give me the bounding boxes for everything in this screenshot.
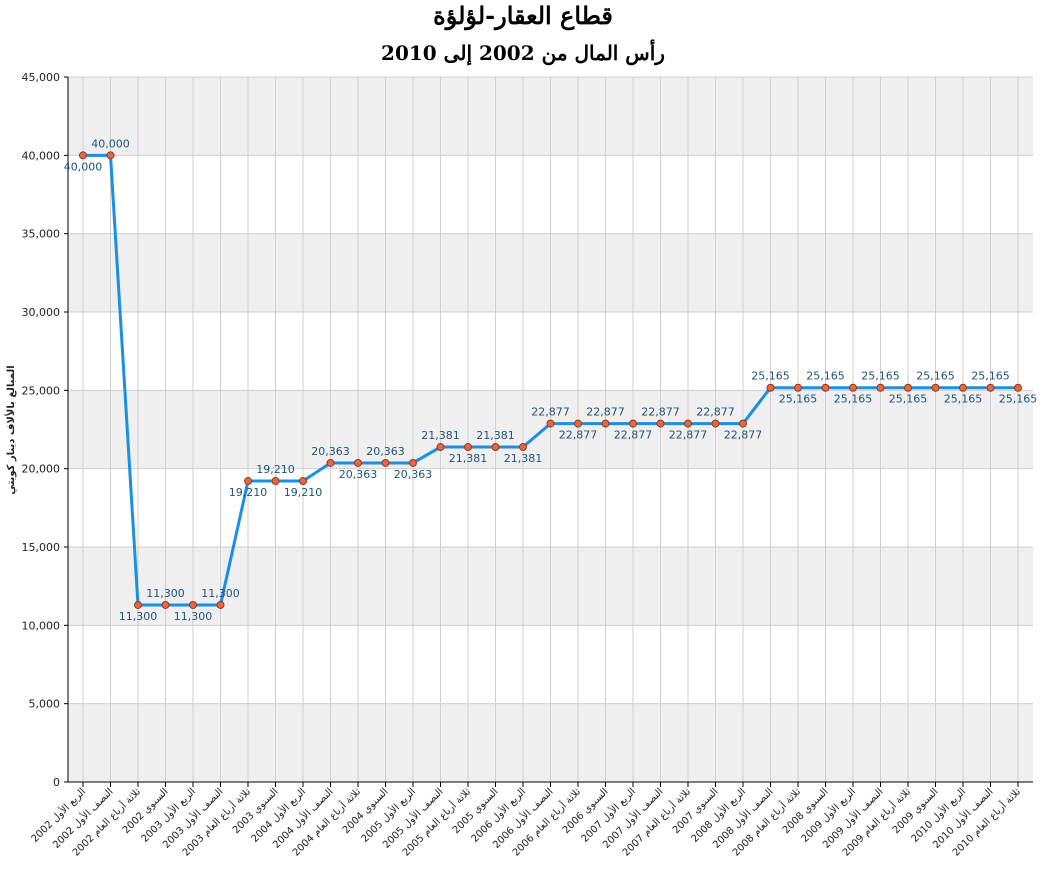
data-label: 25,165 — [779, 393, 818, 406]
data-label: 25,165 — [834, 393, 873, 406]
data-point — [794, 383, 802, 392]
data-point — [436, 443, 445, 452]
data-point — [1014, 383, 1022, 392]
data-label: 20,363 — [394, 468, 433, 481]
data-label: 20,363 — [366, 445, 405, 458]
data-label: 25,165 — [999, 393, 1038, 406]
data-point — [189, 600, 197, 609]
y-tick-label: 5,000 — [29, 698, 61, 711]
data-point — [711, 419, 720, 428]
data-label: 25,165 — [889, 393, 928, 406]
data-point — [986, 383, 995, 392]
y-tick-label: 15,000 — [22, 541, 61, 554]
data-point — [574, 419, 582, 428]
data-label: 21,381 — [504, 452, 543, 465]
data-label: 22,877 — [531, 406, 570, 419]
chart-subtitle: رأس المال من 2002 إلى 2010 — [381, 39, 665, 66]
data-label: 25,165 — [916, 370, 955, 383]
data-point — [656, 419, 665, 428]
data-label: 21,381 — [421, 429, 460, 442]
chart-title: قطاع العقار-لؤلؤة — [433, 1, 613, 31]
y-tick-label: 30,000 — [22, 306, 61, 319]
y-tick-label: 20,000 — [22, 463, 61, 476]
data-point — [271, 477, 280, 486]
data-label: 22,877 — [641, 406, 680, 419]
data-label: 25,165 — [971, 370, 1010, 383]
data-label: 11,300 — [146, 587, 185, 600]
data-label: 22,877 — [696, 406, 735, 419]
y-tick-label: 35,000 — [22, 228, 61, 241]
data-label: 25,165 — [806, 370, 845, 383]
data-point — [876, 383, 885, 392]
data-point — [244, 477, 252, 486]
data-label: 40,000 — [64, 160, 103, 173]
y-tick-label: 0 — [53, 776, 60, 789]
data-point — [629, 419, 637, 428]
data-label: 19,210 — [256, 463, 295, 476]
y-axis-label: المبالغ بالألاف دينار كويتي — [4, 365, 17, 494]
data-label: 40,000 — [91, 137, 130, 150]
data-label: 22,877 — [559, 429, 598, 442]
data-point — [931, 383, 940, 392]
data-point — [106, 151, 115, 160]
data-label: 19,210 — [284, 486, 323, 499]
y-tick-label: 45,000 — [22, 71, 61, 84]
data-point — [849, 383, 857, 392]
data-point — [766, 383, 775, 392]
data-label: 19,210 — [229, 486, 268, 499]
data-label: 21,381 — [476, 429, 515, 442]
data-point — [464, 443, 472, 452]
data-point — [409, 458, 417, 467]
y-tick-label: 40,000 — [22, 149, 61, 162]
y-tick-label: 25,000 — [22, 384, 61, 397]
data-point — [739, 419, 747, 428]
data-point — [519, 443, 527, 452]
data-label: 22,877 — [669, 429, 708, 442]
data-label: 11,300 — [201, 587, 240, 600]
data-point — [491, 443, 500, 452]
data-point — [134, 600, 142, 609]
data-label: 11,300 — [119, 610, 158, 623]
data-point — [684, 419, 692, 428]
data-label: 21,381 — [449, 452, 488, 465]
data-point — [299, 477, 307, 486]
data-point — [546, 419, 555, 428]
data-label: 22,877 — [614, 429, 653, 442]
data-label: 22,877 — [724, 429, 763, 442]
data-label: 20,363 — [339, 468, 378, 481]
data-point — [381, 458, 390, 467]
data-label: 20,363 — [311, 445, 350, 458]
data-point — [601, 419, 610, 428]
data-label: 25,165 — [751, 370, 790, 383]
data-point — [904, 383, 912, 392]
data-point — [354, 458, 362, 467]
data-point — [821, 383, 830, 392]
data-label: 11,300 — [174, 610, 213, 623]
data-point — [959, 383, 967, 392]
data-label: 25,165 — [944, 393, 983, 406]
data-point — [161, 600, 170, 609]
data-point — [216, 600, 225, 609]
data-label: 22,877 — [586, 406, 625, 419]
data-point — [326, 458, 335, 467]
data-label: 25,165 — [861, 370, 900, 383]
data-point — [79, 151, 87, 160]
y-tick-label: 10,000 — [22, 619, 61, 632]
